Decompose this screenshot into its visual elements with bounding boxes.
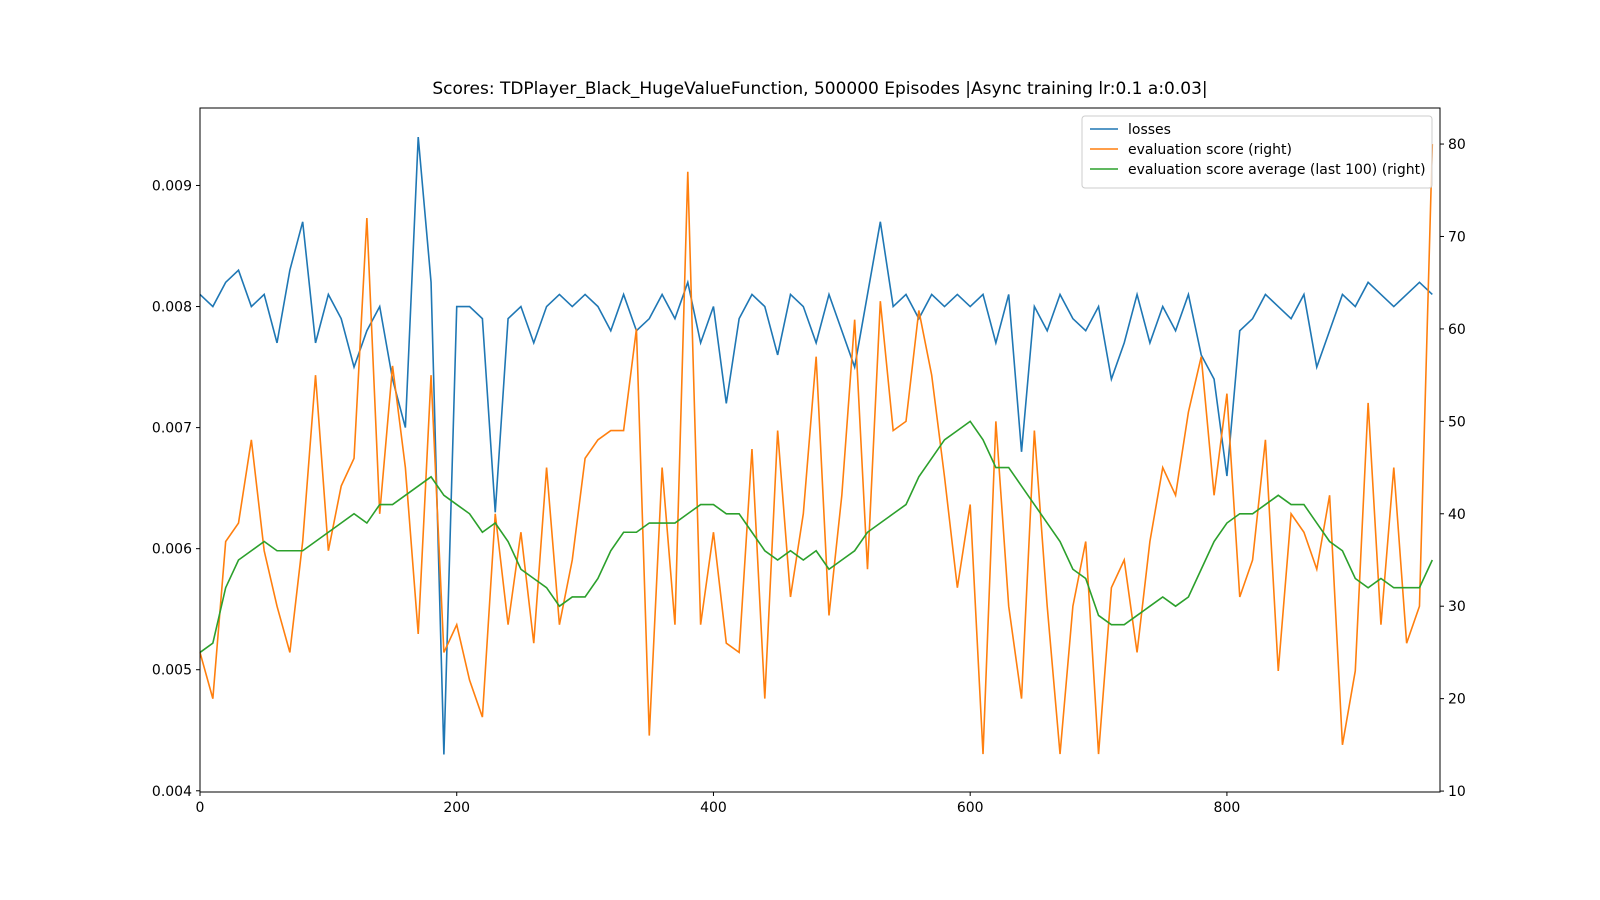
y-tick-label: 0.009 [152,178,192,194]
y-tick-label: 0.008 [152,300,192,316]
legend-label: evaluation score (right) [1128,142,1292,158]
y2-tick-label: 70 [1448,229,1466,245]
y2-tick-label: 30 [1448,599,1466,615]
series-line [199,136,1433,755]
y2-tick-label: 10 [1448,784,1466,800]
y2-tick-label: 60 [1448,322,1466,338]
legend-label: losses [1128,122,1171,138]
y-tick-label: 0.004 [152,784,192,800]
x-tick-label: 0 [196,800,205,816]
series-line [199,144,1434,755]
x-tick-label: 400 [700,800,727,816]
legend-box [1081,115,1433,189]
legend-label: evaluation score average (last 100) (rig… [1128,162,1426,178]
y2-tick-label: 50 [1448,414,1466,430]
y-tick-label: 0.005 [152,663,192,679]
legend: losses evaluation score (right) evaluation… [1081,115,1433,189]
x-tick-label: 600 [957,800,984,816]
plot-frame [199,107,1441,793]
y2-tick-label: 20 [1448,692,1466,708]
y-tick-label: 0.006 [152,542,192,558]
x-tick-label: 200 [443,800,470,816]
chart-title: Scores: TDPlayer_Black_HugeValueFunction… [432,79,1207,99]
y-tick-label: 0.007 [152,421,192,437]
y2-tick-label: 80 [1448,137,1466,153]
series-line [199,420,1434,654]
x-tick-label: 800 [1214,800,1241,816]
y2-tick-label: 40 [1448,507,1466,523]
